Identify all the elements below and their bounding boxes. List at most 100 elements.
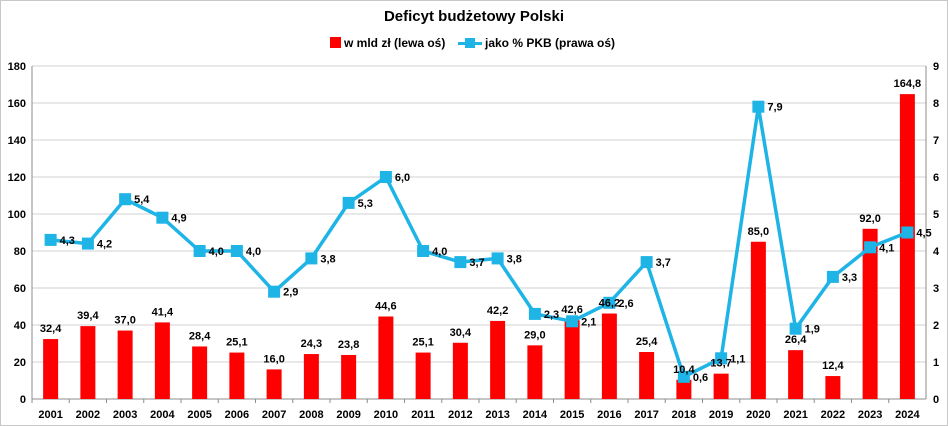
line-marker: [454, 256, 467, 269]
bar: [192, 346, 208, 399]
line-data-label: 2,3: [544, 309, 559, 321]
bar-data-label: 16,0: [263, 353, 284, 365]
line-marker: [268, 285, 281, 298]
x-tick-label: 2019: [709, 409, 733, 421]
line-marker: [119, 193, 132, 206]
chart-title: Deficyt budżetowy Polski: [383, 8, 565, 25]
line-data-label: 2,6: [618, 298, 633, 310]
y-left-tick-label: 80: [14, 246, 26, 258]
line-data-label: 2,1: [581, 316, 596, 328]
bar: [862, 228, 878, 399]
y-right-tick-label: 7: [933, 135, 939, 147]
line-data-label: 4,0: [246, 246, 261, 258]
line-marker: [417, 245, 430, 257]
line-marker: [44, 233, 57, 246]
line-data-label: 4,0: [209, 246, 224, 258]
x-tick-label: 2007: [262, 409, 286, 421]
bar: [825, 376, 841, 399]
x-tick-label: 2021: [783, 409, 807, 421]
x-tick-label: 2002: [76, 409, 100, 421]
bar: [341, 354, 357, 399]
line-marker: [491, 252, 504, 265]
line-marker: [715, 352, 728, 365]
line-data-label: 2,9: [283, 287, 298, 299]
bar-data-label: 92,0: [859, 213, 880, 225]
x-tick-label: 2022: [821, 409, 845, 421]
line-data-label: 5,4: [134, 194, 150, 206]
line-marker: [379, 171, 392, 183]
x-tick-label: 2001: [38, 409, 62, 421]
y-right-tick-label: 0: [933, 394, 939, 406]
y-left-tick-label: 20: [14, 357, 26, 369]
line-data-label: 3,3: [842, 272, 857, 284]
bar-data-label: 13,7: [710, 358, 731, 370]
legend-label-bars: w mld zł (lewa oś): [344, 36, 446, 50]
y-right-tick-label: 5: [933, 209, 939, 221]
legend-item-bars: w mld zł (lewa oś): [330, 36, 445, 50]
line-marker: [81, 237, 94, 250]
line-marker: [305, 252, 318, 265]
x-tick-label: 2008: [299, 409, 323, 421]
y-left-tick-label: 60: [14, 283, 26, 295]
line-data-label: 6,0: [395, 172, 410, 184]
bar: [676, 379, 692, 399]
line-data-label: 3,8: [507, 253, 522, 265]
bar-data-label: 25,1: [226, 337, 247, 349]
y-right-tick-label: 4: [933, 246, 940, 258]
bar-data-label: 26,4: [785, 334, 807, 346]
line-data-label: 3,7: [469, 257, 484, 269]
bar-data-label: 25,4: [636, 336, 658, 348]
bar: [750, 241, 766, 399]
x-tick-label: 2015: [560, 409, 584, 421]
legend-label-line: jako % PKB (prawa oś): [485, 36, 616, 50]
y-right-tick-label: 1: [933, 357, 939, 369]
bar-data-label: 85,0: [748, 226, 769, 238]
legend-swatch-bars: [330, 37, 341, 48]
bar: [452, 342, 468, 399]
bar-data-label: 44,6: [375, 300, 396, 312]
y-left-tick-label: 140: [8, 135, 26, 147]
y-left-tick-label: 100: [8, 209, 26, 221]
bar: [378, 316, 394, 399]
line-marker: [640, 256, 653, 269]
bar: [117, 330, 133, 399]
line-data-label: 5,3: [358, 198, 373, 210]
bar: [713, 373, 729, 399]
line-data-label: 4,9: [171, 213, 186, 225]
line-data-label: 4,3: [60, 235, 75, 247]
x-tick-label: 2014: [523, 409, 548, 421]
line-marker: [789, 322, 802, 335]
line-marker: [826, 270, 839, 283]
x-tick-label: 2012: [448, 409, 472, 421]
y-right-tick-label: 6: [933, 172, 939, 184]
x-tick-label: 2024: [895, 409, 920, 421]
x-tick-label: 2005: [187, 409, 211, 421]
pkb-line: [50, 104, 909, 379]
x-tick-label: 2011: [411, 409, 435, 421]
x-tick-label: 2017: [634, 409, 658, 421]
line-marker: [230, 245, 243, 257]
bar-data-label: 32,4: [40, 323, 62, 335]
bar: [266, 369, 282, 399]
bar: [229, 352, 245, 399]
y-left-tick-label: 160: [8, 98, 26, 110]
bar: [154, 322, 170, 399]
y-right-tick-label: 8: [933, 98, 939, 110]
bar-data-label: 29,0: [524, 329, 545, 341]
x-tick-label: 2023: [858, 409, 882, 421]
bar-data-label: 39,4: [77, 310, 99, 322]
y-left-tick-label: 180: [8, 61, 26, 73]
bar-data-label: 46,2: [599, 298, 620, 310]
line-data-label: 1,1: [730, 353, 745, 365]
bar: [639, 352, 655, 399]
y-right-tick-label: 9: [933, 61, 939, 73]
line-data-label: 7,9: [767, 102, 782, 114]
line-data-label: 1,9: [805, 324, 820, 336]
legend-item-line: jako % PKB (prawa oś): [458, 36, 615, 50]
line-marker: [901, 226, 914, 239]
bar: [80, 326, 96, 399]
x-tick-label: 2004: [150, 409, 175, 421]
bar: [303, 354, 319, 399]
y-left-tick-label: 40: [14, 320, 26, 332]
